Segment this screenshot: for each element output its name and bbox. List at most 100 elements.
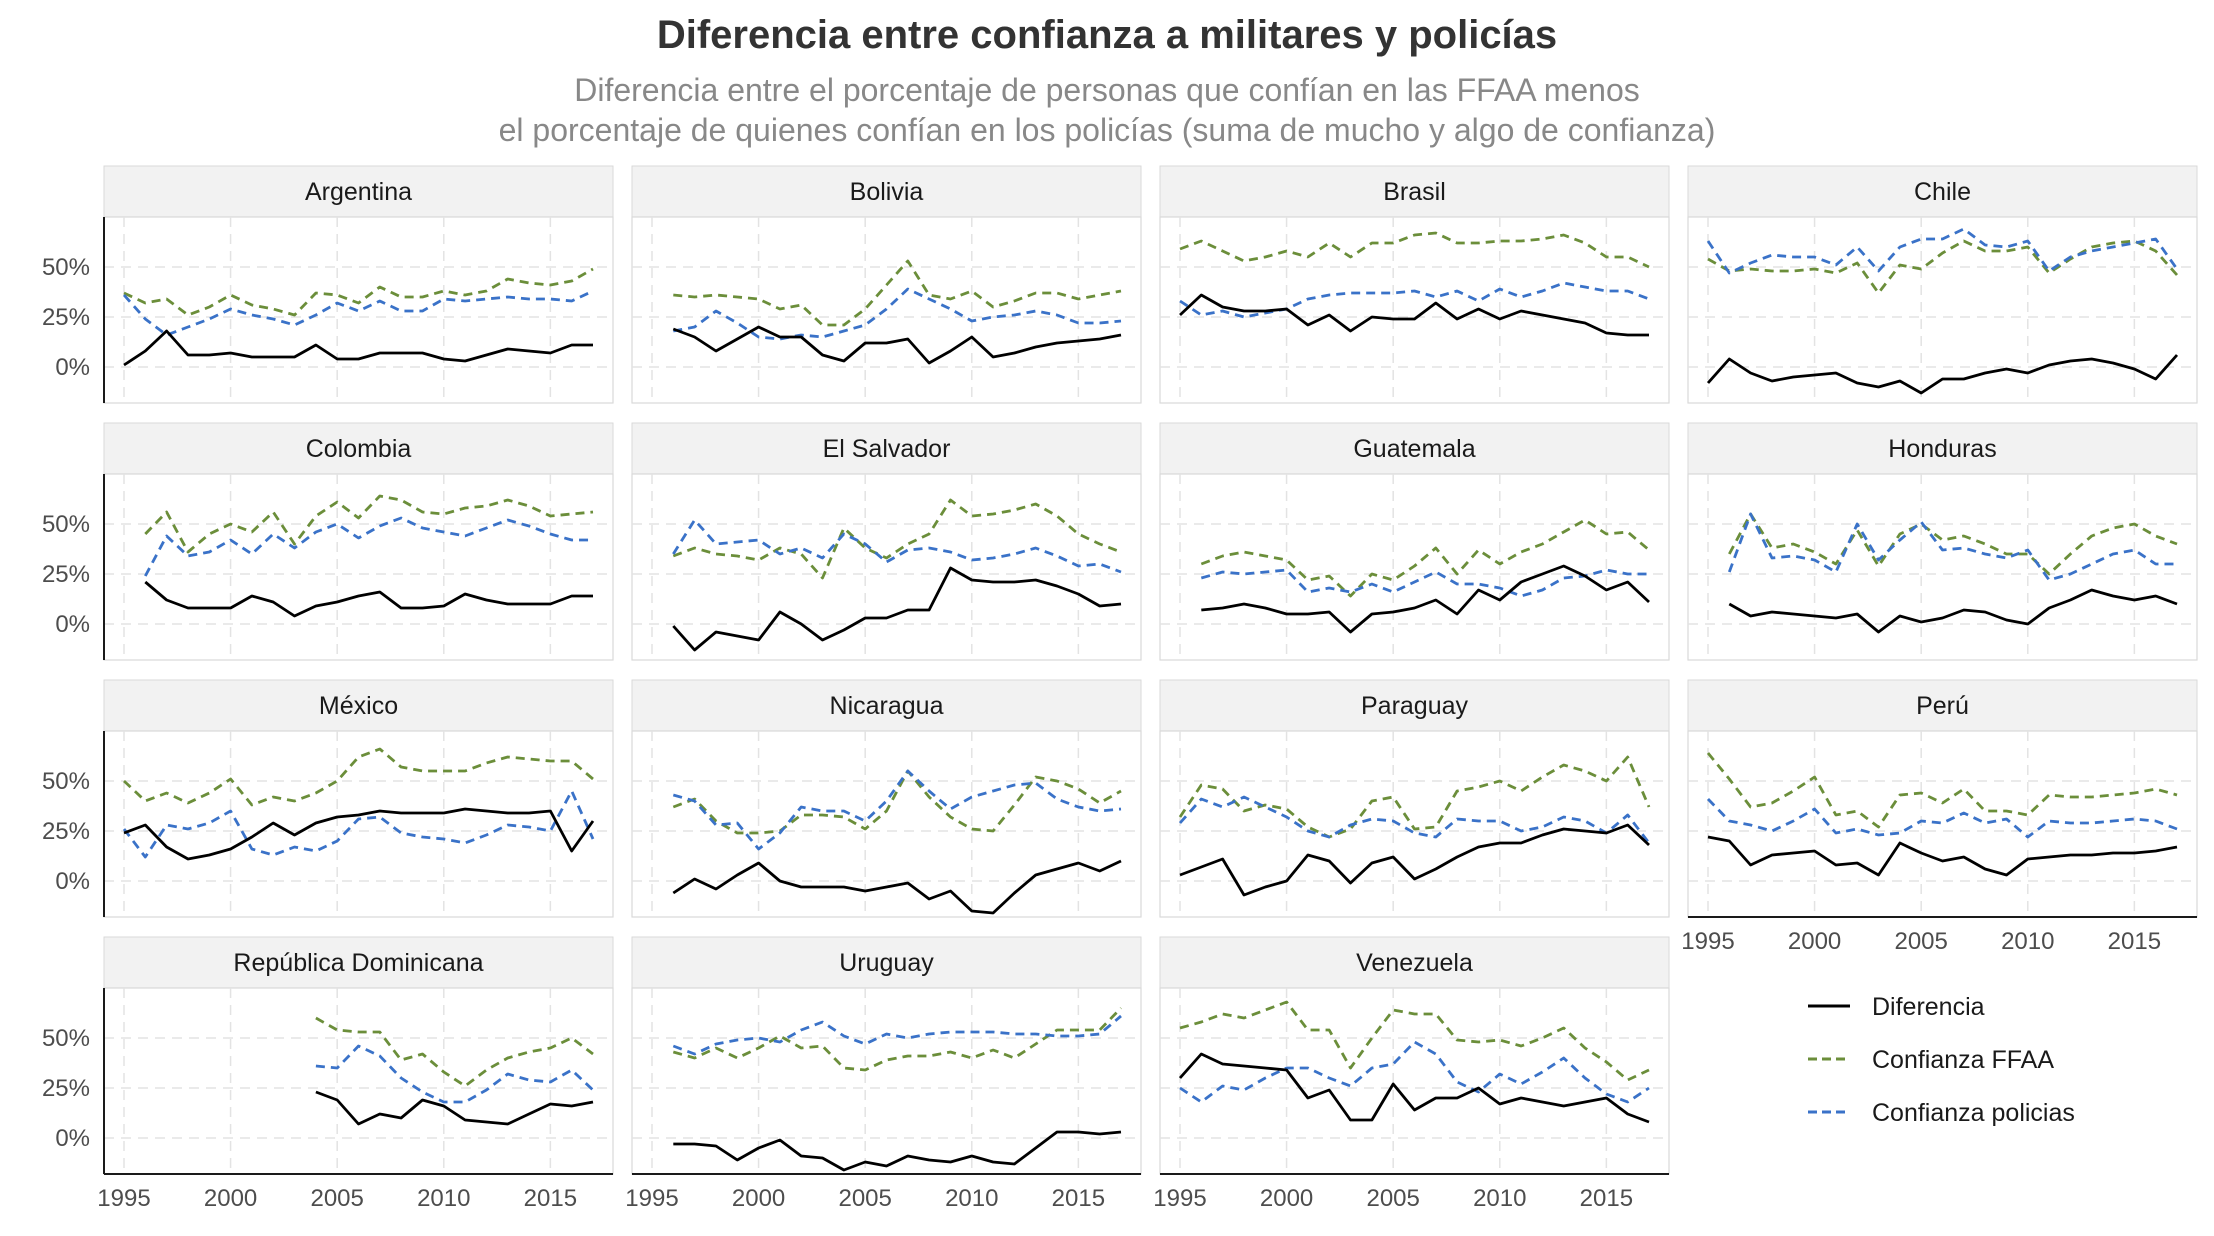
x-tick-label: 1995 [1153, 1185, 1206, 1212]
legend-label: Diferencia [1872, 993, 1985, 1021]
x-tick-label: 1995 [1681, 928, 1734, 955]
x-tick-label: 2005 [310, 1185, 363, 1212]
chart-subtitle-line-1: Diferencia entre el porcentaje de person… [574, 72, 1640, 108]
panel-guatemala: Guatemala [1159, 422, 1670, 661]
panel-strip [631, 936, 1142, 989]
panel-title: Argentina [305, 178, 412, 206]
panel-frame [631, 730, 1142, 918]
y-tick-label: 50% [42, 768, 90, 795]
panel-paraguay: Paraguay [1159, 679, 1670, 918]
x-tick-label: 2000 [732, 1185, 785, 1212]
y-tick-label: 50% [42, 254, 90, 281]
series-line-confianza-policias [315, 1044, 594, 1104]
y-tick-label: 0% [55, 868, 90, 895]
panel-venezuela: Venezuela 1995 2000 2005 2010 2015 [1153, 936, 1670, 1212]
series-line-diferencia [1728, 588, 2178, 634]
panel-frame [631, 473, 1142, 661]
series-line-diferencia [673, 1130, 1122, 1172]
panel-frame [103, 216, 614, 404]
y-tick-label: 25% [42, 561, 90, 588]
series-line-confianza-ffaa [672, 498, 1122, 580]
x-tick-label: 2005 [1894, 928, 1947, 955]
legend-item-confianza-ffaa: Confianza FFAA [1808, 1046, 2054, 1074]
x-tick-label: 2015 [1580, 1185, 1633, 1212]
legend: Diferencia Confianza FFAA Confianza polici… [1808, 993, 2075, 1127]
panel-strip [1159, 422, 1670, 475]
series-line-confianza-ffaa [144, 494, 594, 554]
series-line-diferencia [1706, 354, 2179, 395]
panel-frame [103, 730, 614, 918]
panel-el-salvador: El Salvador [631, 422, 1142, 661]
y-tick-label: 50% [42, 1025, 90, 1052]
panel-nicaragua: Nicaragua [631, 679, 1142, 918]
series-line-confianza-ffaa [672, 1007, 1123, 1072]
series-line-confianza-ffaa [315, 1016, 594, 1088]
series-line-diferencia [123, 807, 595, 861]
panel-frame [1159, 987, 1670, 1175]
panel-strip [1159, 679, 1670, 732]
chart-subtitle-line-2: el porcentaje de quienes confían en los … [499, 112, 1716, 148]
x-tick-label: 2000 [204, 1185, 257, 1212]
legend-item-diferencia: Diferencia [1808, 993, 1985, 1021]
series-line-confianza-ffaa [673, 259, 1122, 327]
panel-bolivia: Bolivia [631, 165, 1142, 404]
panel-title: Paraguay [1361, 692, 1469, 720]
series-line-confianza-policias [672, 1014, 1122, 1056]
y-tick-label: 0% [55, 354, 90, 381]
legend-label: Confianza FFAA [1872, 1046, 2054, 1074]
panel-title: Colombia [306, 435, 412, 463]
panel-title: República Dominicana [233, 949, 483, 977]
series-line-confianza-policias [1727, 512, 2177, 582]
series-line-diferencia [1178, 1052, 1650, 1124]
series-line-confianza-policias [1706, 227, 2179, 275]
series-line-diferencia [123, 329, 593, 367]
series-line-confianza-ffaa [1728, 512, 2178, 576]
x-tick-label: 2010 [417, 1185, 470, 1212]
panel-uruguay: Uruguay 1995 2000 2005 2010 2015 [625, 936, 1142, 1212]
chart-title: Diferencia entre confianza a militares y… [657, 13, 1557, 57]
panel-strip [103, 165, 614, 218]
series-line-confianza-policias [122, 789, 595, 859]
series-line-confianza-ffaa [1179, 1000, 1650, 1082]
series-line-diferencia [1179, 823, 1650, 897]
panel-colombia: Colombia 0% 25% 50% [42, 422, 614, 661]
x-tick-label: 1995 [625, 1185, 678, 1212]
panel-frame [1687, 473, 2198, 661]
panel-chile: Chile [1687, 165, 2198, 404]
series-line-confianza-ffaa [123, 267, 594, 317]
panel-title: Perú [1916, 692, 1969, 720]
panel-strip [631, 165, 1142, 218]
y-tick-label: 25% [42, 818, 90, 845]
panel-strip [1159, 165, 1670, 218]
series-line-confianza-policias [672, 769, 1122, 851]
series-line-diferencia [1201, 564, 1650, 634]
series-line-diferencia [672, 859, 1122, 915]
series-line-confianza-policias [1179, 281, 1650, 319]
panel-strip [1687, 679, 2198, 732]
panels: Argentina 0% 25% 50% Bolivia Brasil Chile Colom… [42, 165, 2198, 1212]
panel-brasil: Brasil [1159, 165, 1670, 404]
panel-strip [1687, 165, 2198, 218]
panel-frame [1687, 730, 2198, 918]
y-tick-label: 25% [42, 1075, 90, 1102]
series-line-confianza-policias [1179, 1040, 1650, 1104]
panel-honduras: Honduras [1687, 422, 2198, 661]
x-tick-label: 2005 [1366, 1185, 1419, 1212]
panel-title: México [319, 692, 398, 720]
panel-strip [631, 679, 1142, 732]
panel-title: El Salvador [823, 435, 951, 463]
panel-strip [103, 936, 614, 989]
panel-title: Brasil [1383, 178, 1446, 206]
panel-title: Guatemala [1353, 435, 1475, 463]
series-line-diferencia [1707, 835, 2178, 877]
panel-strip [1687, 422, 2198, 475]
panel-republica-dominicana: República Dominicana 0% 25% 50% 1995 2000 2005… [42, 936, 614, 1212]
x-tick-label: 2005 [838, 1185, 891, 1212]
series-line-confianza-policias [1178, 795, 1651, 844]
panel-frame [631, 987, 1142, 1175]
series-line-confianza-ffaa [123, 747, 594, 807]
panel-frame [1687, 216, 2198, 404]
panel-title: Nicaragua [830, 692, 944, 720]
panel-frame [1159, 730, 1670, 918]
